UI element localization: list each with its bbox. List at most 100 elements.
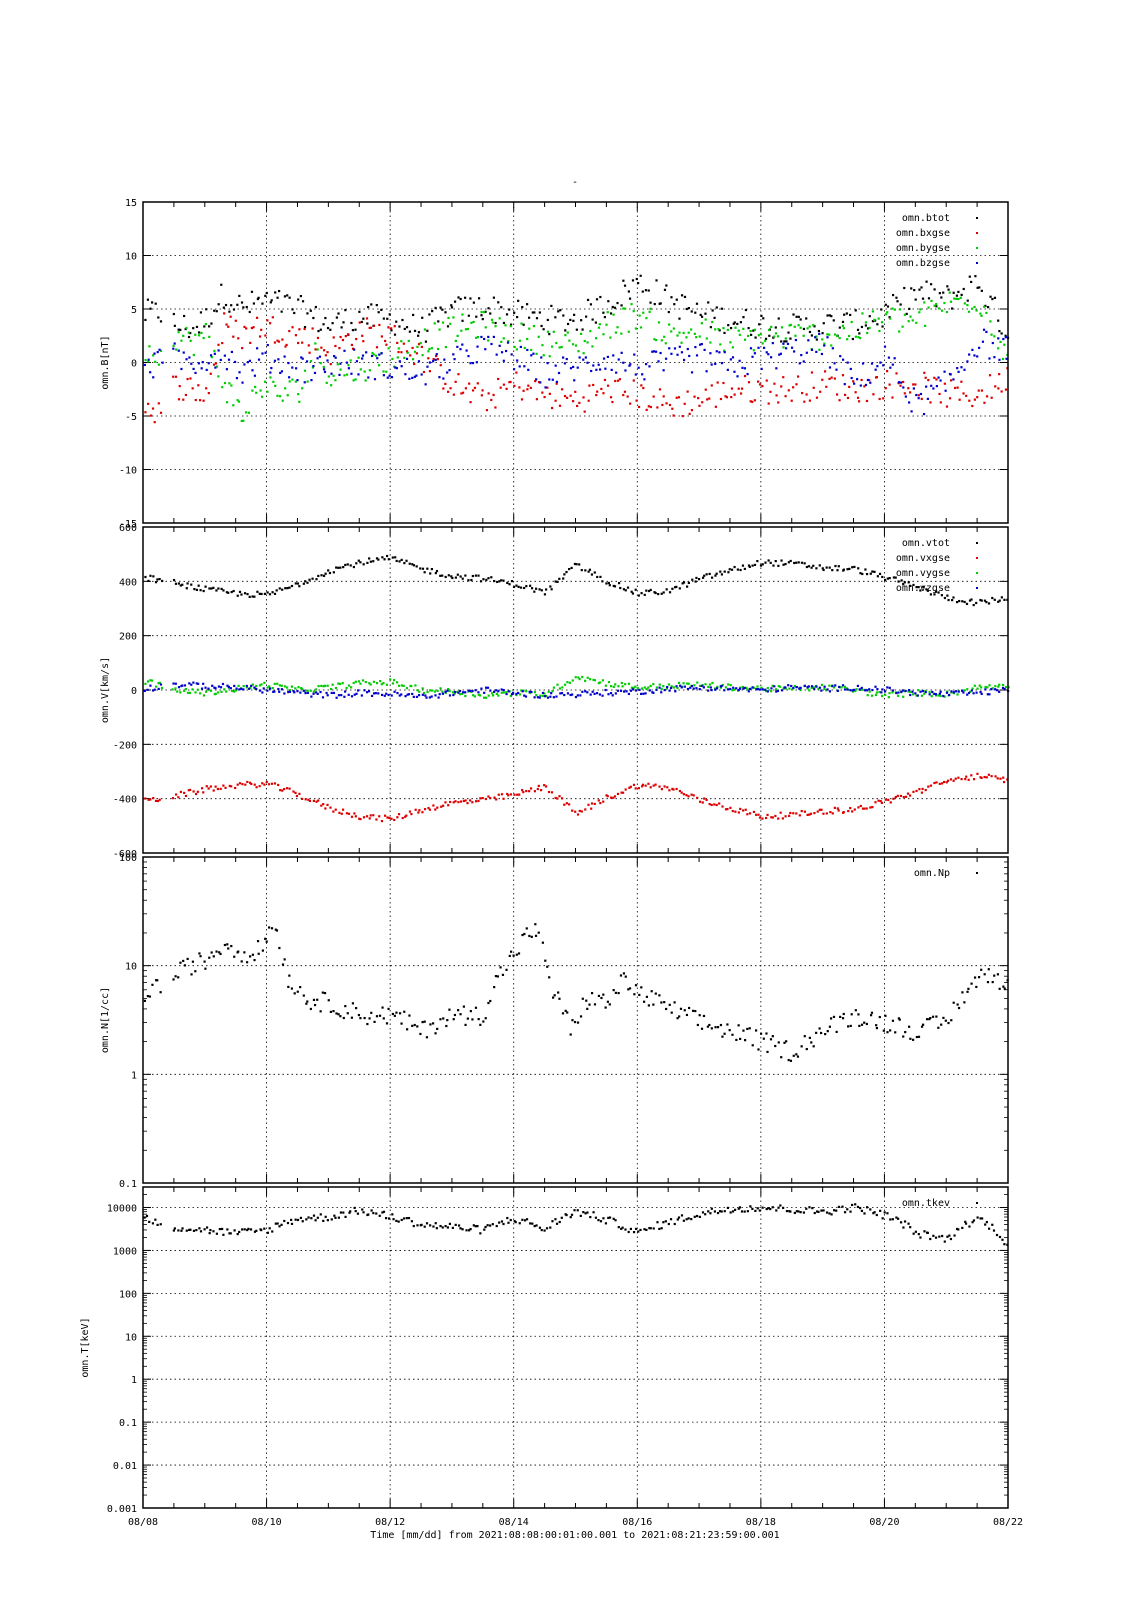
data-point bbox=[695, 687, 698, 690]
data-point bbox=[627, 290, 630, 293]
data-point bbox=[377, 311, 380, 314]
data-point bbox=[535, 694, 538, 697]
data-point bbox=[783, 1041, 786, 1044]
data-point bbox=[587, 399, 590, 402]
data-point bbox=[930, 299, 933, 302]
data-point bbox=[374, 692, 377, 695]
data-point bbox=[767, 353, 770, 356]
panel-4: 0.0010.010.1110100100010000omn.T[keV]omn… bbox=[80, 1186, 1009, 1515]
data-point bbox=[395, 559, 398, 563]
data-point bbox=[856, 396, 860, 399]
data-point bbox=[382, 374, 385, 377]
data-point bbox=[280, 1223, 283, 1226]
data-point bbox=[459, 575, 462, 578]
data-point bbox=[274, 291, 277, 294]
data-point bbox=[198, 1227, 201, 1230]
data-point bbox=[696, 681, 699, 684]
data-point bbox=[221, 1227, 224, 1231]
data-point bbox=[435, 1227, 438, 1230]
data-point bbox=[852, 688, 856, 691]
y-tick-label: -600 bbox=[113, 849, 137, 860]
data-point bbox=[487, 577, 490, 580]
panel-4-data bbox=[143, 1203, 1009, 1246]
data-point bbox=[869, 381, 872, 384]
data-point bbox=[329, 1010, 332, 1013]
data-point bbox=[343, 695, 346, 698]
data-point bbox=[512, 368, 516, 371]
data-point bbox=[434, 306, 437, 310]
data-point bbox=[434, 1032, 437, 1035]
data-point bbox=[592, 678, 595, 682]
data-point bbox=[961, 600, 964, 603]
data-point bbox=[338, 811, 341, 814]
data-point bbox=[816, 810, 819, 813]
data-point bbox=[273, 592, 277, 596]
data-point bbox=[400, 365, 403, 368]
data-point bbox=[929, 784, 933, 787]
data-point bbox=[421, 687, 424, 690]
data-point bbox=[746, 688, 749, 691]
data-point bbox=[960, 689, 964, 692]
data-point bbox=[772, 564, 775, 567]
data-point bbox=[619, 974, 623, 977]
data-point bbox=[606, 384, 610, 387]
data-point bbox=[477, 297, 481, 300]
data-point bbox=[202, 589, 205, 593]
data-point bbox=[823, 342, 826, 345]
data-point bbox=[426, 690, 429, 694]
data-point bbox=[466, 1017, 469, 1020]
data-point bbox=[586, 1211, 589, 1214]
data-point bbox=[192, 681, 195, 684]
data-point bbox=[983, 775, 986, 779]
data-point bbox=[624, 369, 627, 372]
data-point bbox=[543, 395, 546, 399]
data-point bbox=[1000, 390, 1003, 393]
data-point bbox=[291, 378, 294, 381]
data-point bbox=[857, 1013, 860, 1016]
data-point bbox=[519, 586, 523, 589]
data-point bbox=[645, 317, 648, 320]
data-point bbox=[813, 1211, 816, 1215]
data-point bbox=[541, 344, 544, 347]
data-point bbox=[880, 321, 884, 324]
data-point bbox=[183, 314, 186, 318]
data-point bbox=[843, 313, 846, 316]
data-point bbox=[384, 1217, 388, 1220]
data-point bbox=[713, 316, 716, 319]
data-point bbox=[470, 578, 473, 582]
data-point bbox=[587, 570, 590, 573]
data-point bbox=[252, 326, 255, 329]
data-point bbox=[770, 690, 773, 693]
data-point bbox=[353, 348, 356, 351]
data-point bbox=[707, 301, 710, 304]
data-point bbox=[971, 348, 974, 351]
data-point bbox=[576, 1021, 580, 1024]
data-point bbox=[643, 593, 646, 596]
data-point bbox=[238, 782, 242, 785]
legend-entry-label: omn.vygse bbox=[896, 568, 950, 579]
data-point bbox=[627, 692, 631, 696]
data-point bbox=[753, 352, 756, 355]
data-point bbox=[887, 696, 890, 699]
data-point bbox=[251, 369, 254, 372]
data-point bbox=[350, 343, 354, 347]
data-point bbox=[304, 690, 307, 693]
data-point bbox=[452, 801, 455, 804]
data-point bbox=[617, 991, 620, 995]
data-point bbox=[747, 334, 750, 338]
data-point bbox=[784, 337, 787, 340]
data-point bbox=[540, 589, 543, 592]
data-point bbox=[783, 340, 786, 343]
data-point bbox=[998, 987, 1001, 990]
data-point bbox=[382, 370, 385, 373]
data-point bbox=[710, 1207, 713, 1210]
data-point bbox=[812, 323, 815, 327]
data-point bbox=[693, 684, 696, 687]
data-point bbox=[822, 812, 825, 815]
data-point bbox=[617, 358, 620, 361]
data-point bbox=[748, 687, 752, 691]
data-point bbox=[247, 1227, 250, 1230]
data-point bbox=[381, 1006, 384, 1009]
data-point bbox=[286, 1221, 290, 1225]
data-point bbox=[541, 391, 544, 394]
